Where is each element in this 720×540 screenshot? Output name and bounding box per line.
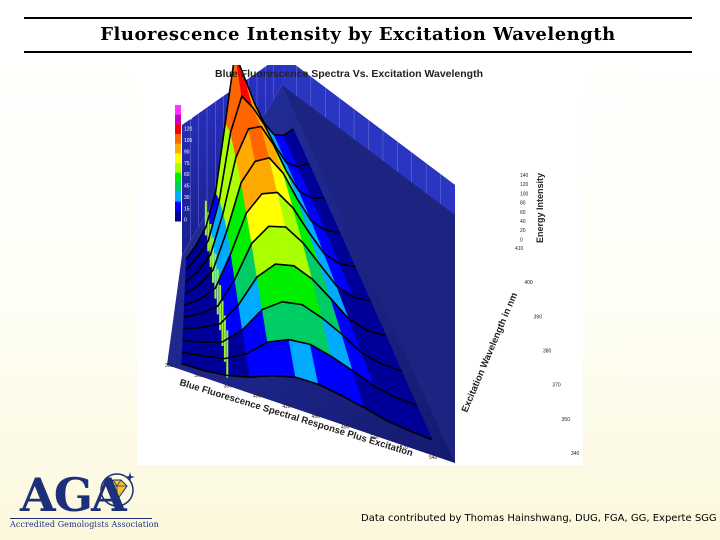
colorbar-tick-label: 105: [184, 138, 193, 144]
logo-acronym: AGA: [20, 468, 127, 522]
chart-figure: Blue Fluorescence Spectra Vs. Excitation…: [137, 65, 583, 465]
x-tick-label: 450: [312, 414, 321, 420]
z-tick-label: 80: [520, 201, 526, 207]
x-tick-label: 540: [370, 435, 379, 441]
chart-surface: [181, 65, 433, 441]
colorbar-tick-label: 120: [184, 127, 193, 133]
colorbar-swatch: [175, 172, 181, 183]
x-tick-label: 400: [253, 394, 262, 400]
colorbar-swatch: [175, 114, 181, 125]
data-credit: Data contributed by Thomas Hainshwang, D…: [361, 513, 717, 524]
slide-title: Fluorescence Intensity by Excitation Wav…: [100, 24, 616, 45]
z-tick-label: 140: [520, 173, 529, 179]
colorbar-tick-label: 135: [184, 115, 193, 121]
z-tick-label: 40: [520, 219, 526, 225]
slice-line: [184, 125, 325, 283]
slice-line: [182, 338, 418, 407]
colorbar-swatch: [175, 105, 181, 116]
x-axis-ticks: 350 360 380 400 420 450 490 540 570 540: [165, 363, 438, 461]
y-axis-ticks: 410 400 390 380 370 350 340: [515, 246, 580, 457]
y-tick-label: 400: [524, 280, 533, 286]
y-tick-label: 350: [562, 417, 571, 423]
logo-name: Accredited Gemologists Association: [10, 520, 159, 529]
colorbar-tick-label: 15: [184, 206, 190, 212]
chart-slice-lines: [181, 65, 433, 441]
slice-line: [185, 94, 310, 272]
slice-line: [181, 362, 433, 441]
colorbar-swatch: [175, 211, 181, 222]
x-tick-label: 360: [194, 373, 203, 379]
z-axis-label: Energy Intensity: [535, 173, 545, 243]
x-tick-label: 350: [165, 363, 174, 369]
z-tick-label: 0: [520, 237, 523, 243]
x-tick-label: 570: [400, 445, 409, 451]
z-tick-label: 120: [520, 182, 529, 188]
x-tick-label: 540: [429, 455, 438, 461]
colorbar-swatch: [175, 201, 181, 212]
z-tick-label: 60: [520, 210, 526, 216]
colorbar-tick-label: 60: [184, 172, 190, 178]
colorbar-swatch: [175, 182, 181, 193]
chart-title: Blue Fluorescence Spectra Vs. Excitation…: [215, 68, 483, 80]
slice-line: [183, 191, 356, 307]
y-axis-label: Excitation Wavelength in nm: [460, 291, 521, 414]
slice-line: [184, 157, 340, 295]
z-tick-label: 100: [520, 191, 529, 197]
y-tick-label: 370: [552, 383, 561, 389]
y-tick-label: 380: [543, 349, 552, 355]
slice-line: [182, 300, 402, 372]
colorbar-swatch: [175, 153, 181, 164]
z-axis-ticks: 140 120 100 80 60 40 20 0: [520, 173, 529, 243]
colorbar-tick-label: 30: [184, 195, 190, 201]
colorbar-swatch: [175, 134, 181, 145]
x-tick-label: 420: [282, 404, 291, 410]
x-tick-label: 490: [341, 424, 350, 430]
z-tick-label: 20: [520, 228, 526, 234]
surface-chart: Blue Fluorescence Spectra Vs. Excitation…: [165, 65, 580, 463]
y-tick-label: 410: [515, 246, 524, 252]
y-tick-label: 340: [571, 451, 580, 457]
colorbar-swatch: [175, 192, 181, 203]
floor-edge: [282, 85, 455, 463]
slice-line: [183, 225, 371, 318]
aga-logo: [100, 472, 135, 507]
colorbar-tick-label: 75: [184, 161, 190, 167]
colorbar-tick-label: 150: [184, 104, 193, 110]
colorbar-swatch: [175, 124, 181, 135]
slice-line: [185, 65, 294, 260]
title-rule-bottom: [24, 51, 692, 53]
colorbar-swatch: [175, 143, 181, 154]
title-rule-top: [24, 17, 692, 19]
colorbar-tick-label: 45: [184, 184, 190, 190]
diamond-icon: [100, 472, 135, 507]
y-tick-label: 390: [534, 314, 543, 320]
slice-line: [183, 263, 387, 337]
colorbar-tick-label: 0: [184, 218, 187, 224]
colorbar-tick-label: 90: [184, 149, 190, 155]
colorbar-swatch: [175, 163, 181, 174]
x-tick-label: 380: [224, 383, 233, 389]
logo-divider: [10, 518, 152, 519]
